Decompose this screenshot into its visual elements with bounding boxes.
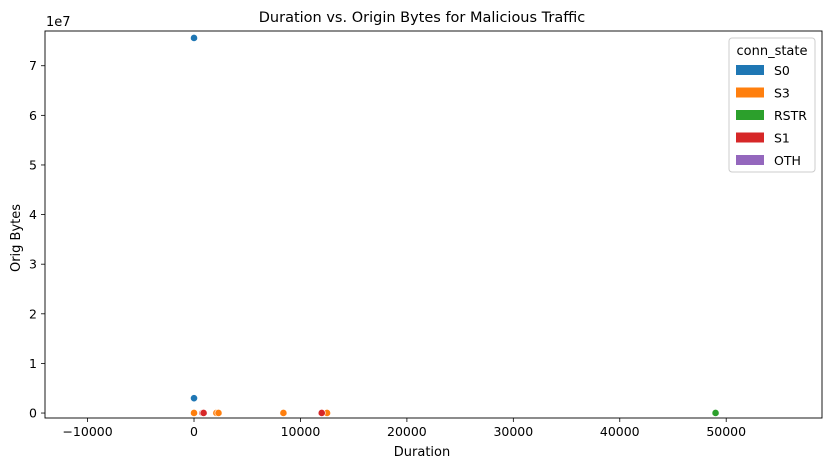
axis-ticks: −10000 0 10000 20000 30000 40000 50000 0 1 2 3 4 5 6 7 (29, 58, 746, 439)
y-tick-label: 3 (29, 257, 37, 272)
data-point-s3 (279, 409, 288, 417)
x-axis-label: Duration (394, 445, 450, 460)
legend-items: S0 S3 RSTR S1 OTH (736, 63, 807, 168)
legend-swatch-oth (736, 155, 764, 165)
legend-swatch-s3 (736, 87, 764, 98)
x-tick-label: 20000 (387, 424, 427, 439)
chart-title: Duration vs. Origin Bytes for Malicious … (259, 10, 585, 26)
y-axis-label: Orig Bytes (9, 204, 24, 272)
data-point-s1 (199, 409, 208, 417)
y-offset-label: 1e7 (46, 15, 71, 30)
data-point-rstr (711, 409, 720, 417)
x-tick-label: 50000 (706, 424, 746, 439)
y-tick-label: 7 (29, 58, 37, 73)
y-tick-label: 4 (29, 207, 37, 222)
plot-frame (44, 30, 823, 419)
legend-swatch-s0 (736, 65, 764, 75)
legend-label-oth: OTH (774, 153, 801, 168)
legend-swatch-rstr (736, 110, 764, 120)
y-tick-label: 1 (29, 356, 37, 371)
data-point-s0 (190, 394, 198, 403)
legend-label-s3: S3 (774, 86, 790, 101)
x-tick-label: 0 (190, 424, 198, 439)
data-point-s0 (190, 34, 198, 42)
x-tick-label: 30000 (493, 424, 533, 439)
legend-label-rstr: RSTR (774, 108, 807, 123)
legend-label-s0: S0 (774, 63, 790, 78)
y-tick-label: 5 (29, 157, 37, 172)
y-tick-label: 0 (29, 406, 37, 421)
x-tick-label: 10000 (281, 424, 321, 439)
data-point-s1 (317, 409, 326, 417)
y-tick-label: 6 (29, 108, 37, 123)
legend: conn_state S0 S3 RSTR S1 OTH (728, 37, 816, 173)
legend-swatch-s1 (736, 132, 764, 143)
legend-label-s1: S1 (774, 131, 790, 146)
x-tick-label: −10000 (62, 424, 112, 439)
data-point-s3 (214, 409, 223, 417)
x-tick-label: 40000 (600, 424, 640, 439)
legend-title: conn_state (736, 44, 807, 59)
data-points (190, 34, 720, 417)
y-tick-label: 2 (29, 306, 37, 321)
data-point-s3 (190, 409, 198, 417)
